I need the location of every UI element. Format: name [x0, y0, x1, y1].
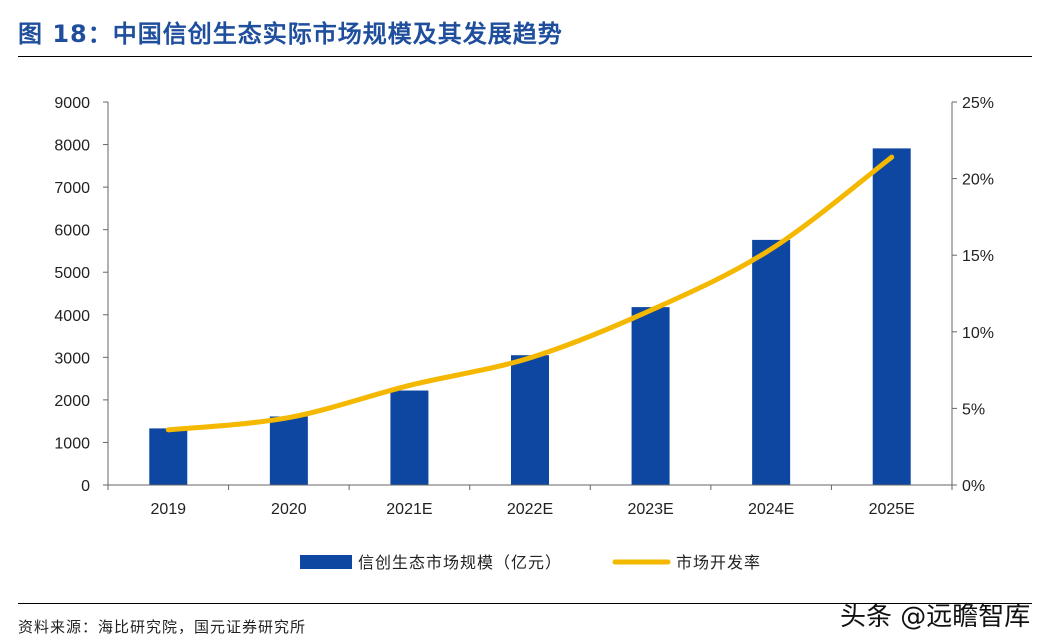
legend: 信创生态市场规模（亿元） 市场开发率 — [300, 553, 761, 572]
y-left-tick-label-7000: 7000 — [54, 180, 90, 197]
bar-2024E — [752, 239, 791, 485]
y-left-tick-label-1000: 1000 — [54, 435, 90, 452]
figure-title: 图 18：中国信创生态实际市场规模及其发展趋势 — [18, 20, 563, 48]
axes — [103, 101, 957, 490]
x-tick-label-2022E: 2022E — [507, 501, 553, 518]
source-divider — [18, 603, 1032, 604]
x-tick-label-2024E: 2024E — [748, 501, 794, 518]
legend-label-bar: 信创生态市场规模（亿元） — [358, 553, 562, 572]
legend-swatch-bar — [300, 555, 352, 569]
y-left-tick-label-8000: 8000 — [54, 138, 90, 155]
y-left-tick-label-0: 0 — [81, 478, 90, 495]
x-tick-label-2020: 2020 — [271, 501, 307, 518]
y-right-tick-label-20: 20% — [962, 172, 994, 189]
y-left-tick-label-4000: 4000 — [54, 308, 90, 325]
watermark: 头条 @远瞻智库 — [840, 602, 1031, 632]
bar-series — [149, 148, 911, 485]
x-tick-label-2019: 2019 — [150, 501, 186, 518]
bar-2022E — [511, 355, 549, 485]
title-divider — [18, 56, 1032, 57]
y-right-tick-labels: 0% 5% 10% 15% 20% 25% — [962, 95, 994, 495]
legend-label-line: 市场开发率 — [676, 553, 761, 572]
x-tick-label-2021E: 2021E — [386, 501, 432, 518]
bar-2019 — [149, 428, 188, 485]
x-tick-labels: 2019 2020 2021E 2022E 2023E 2024E 2025E — [150, 501, 914, 518]
y-left-tick-labels: 0 1000 2000 3000 4000 5000 6000 7000 8000 9000 — [54, 95, 90, 495]
bar-2023E — [631, 307, 670, 485]
line-series — [165, 154, 895, 433]
y-right-tick-label-15: 15% — [962, 248, 994, 265]
bar-2020 — [269, 416, 308, 485]
x-tick-label-2023E: 2023E — [627, 501, 673, 518]
source-note: 资料来源：海比研究院，国元证券研究所 — [18, 618, 307, 636]
y-left-tick-label-9000: 9000 — [54, 95, 90, 112]
y-right-tick-label-25: 25% — [962, 95, 994, 112]
y-right-tick-label-0: 0% — [962, 478, 985, 495]
y-left-tick-label-5000: 5000 — [54, 265, 90, 282]
y-left-tick-label-6000: 6000 — [54, 223, 90, 240]
y-left-tick-label-2000: 2000 — [54, 393, 90, 410]
y-right-tick-label-5: 5% — [962, 401, 985, 418]
bar-2025E — [872, 148, 911, 485]
bar-2021E — [390, 390, 429, 485]
y-right-tick-label-10: 10% — [962, 325, 994, 342]
x-tick-label-2025E: 2025E — [869, 501, 915, 518]
y-left-tick-label-3000: 3000 — [54, 350, 90, 367]
